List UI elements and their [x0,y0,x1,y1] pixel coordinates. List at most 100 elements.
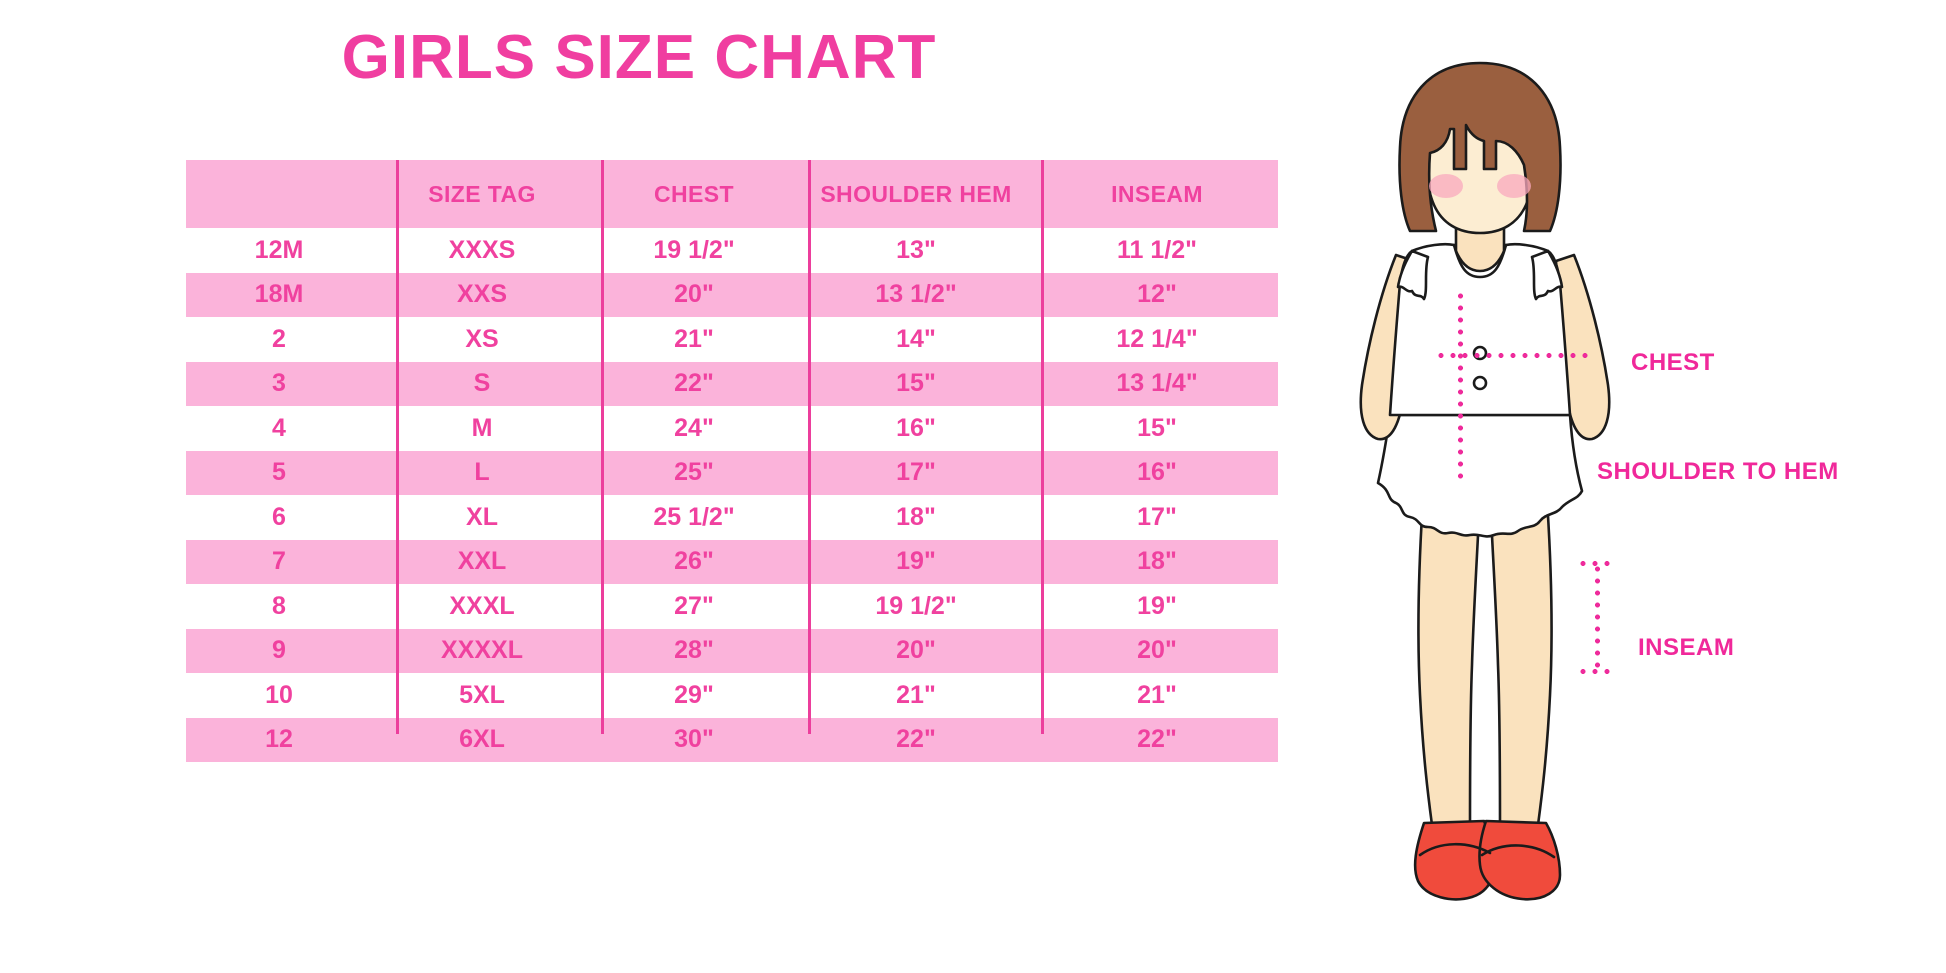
cell-size: 8 [186,584,372,629]
table-header-row: SIZE TAG CHEST SHOULDER HEM INSEAM [186,160,1278,228]
cell-chest: 28" [592,628,796,673]
cell-size-tag: 6XL [372,717,592,762]
cell-inseam: 17" [1036,495,1278,540]
cell-chest: 26" [592,539,796,584]
inseam-guide-top-tick [1577,561,1615,566]
cell-chest: 24" [592,406,796,451]
cell-chest: 20" [592,272,796,317]
cell-size-tag: M [372,406,592,451]
cell-chest: 21" [592,317,796,362]
cell-chest: 19 1/2" [592,228,796,273]
cell-size-tag: XXL [372,539,592,584]
page-title: GIRLS SIZE CHART [341,23,937,92]
cell-size: 2 [186,317,372,362]
shoulder-to-hem-measure-label: SHOULDER TO HEM [1597,458,1839,485]
cell-size-tag: XL [372,495,592,540]
cell-inseam: 21" [1036,673,1278,718]
cell-shoulder-hem: 19" [796,539,1036,584]
table-row: 2 XS 21" 14" 12 1/4" [186,317,1278,362]
cell-shoulder-hem: 19 1/2" [796,584,1036,629]
cell-size: 6 [186,495,372,540]
cell-chest: 30" [592,717,796,762]
table-row: 6 XL 25 1/2" 18" 17" [186,495,1278,540]
left-cheek [1429,174,1463,198]
table-header: SIZE TAG CHEST SHOULDER HEM INSEAM [186,160,1278,228]
cell-shoulder-hem: 17" [796,450,1036,495]
cell-inseam: 15" [1036,406,1278,451]
cell-chest: 27" [592,584,796,629]
column-header-chest: CHEST [592,160,796,228]
table-row: 4 M 24" 16" 15" [186,406,1278,451]
right-shoe [1478,819,1562,901]
cell-size-tag: XXXL [372,584,592,629]
cell-shoulder-hem: 20" [796,628,1036,673]
left-strap-ruffle [1396,249,1430,301]
cell-size: 3 [186,361,372,406]
girls-size-table: SIZE TAG CHEST SHOULDER HEM INSEAM 12M X… [186,160,1278,762]
shoulder-to-hem-measure-guide [1458,290,1463,483]
cell-shoulder-hem: 16" [796,406,1036,451]
chest-measure-label: CHEST [1631,349,1715,376]
cell-inseam: 13 1/4" [1036,361,1278,406]
column-divider-4 [1041,160,1044,734]
chest-measure-guide [1435,353,1592,358]
table-body: 12M XXXS 19 1/2" 13" 11 1/2" 18M XXS 20"… [186,228,1278,762]
cell-inseam: 22" [1036,717,1278,762]
cell-size: 18M [186,272,372,317]
right-cheek [1497,174,1531,198]
cell-size: 10 [186,673,372,718]
right-shoe-strap [1480,844,1556,859]
cell-inseam: 16" [1036,450,1278,495]
column-header-size [186,160,372,228]
cell-size: 5 [186,450,372,495]
right-strap-ruffle [1530,249,1564,301]
table-row: 12 6XL 30" 22" 22" [186,717,1278,762]
cell-chest: 25 1/2" [592,495,796,540]
cell-size: 9 [186,628,372,673]
cell-size-tag: L [372,450,592,495]
cell-shoulder-hem: 15" [796,361,1036,406]
cell-size-tag: XXS [372,272,592,317]
cell-shoulder-hem: 21" [796,673,1036,718]
cell-size-tag: XXXXL [372,628,592,673]
cell-inseam: 19" [1036,584,1278,629]
hair [1398,61,1562,233]
column-divider-3 [808,160,811,734]
cell-inseam: 11 1/2" [1036,228,1278,273]
cell-size: 7 [186,539,372,584]
column-divider-2 [601,160,604,734]
cell-size-tag: XXXS [372,228,592,273]
table-row: 10 5XL 29" 21" 21" [186,673,1278,718]
cell-chest: 25" [592,450,796,495]
cell-inseam: 18" [1036,539,1278,584]
table-row: 18M XXS 20" 13 1/2" 12" [186,272,1278,317]
cell-size: 12M [186,228,372,273]
table-row: 5 L 25" 17" 16" [186,450,1278,495]
cell-inseam: 12 1/4" [1036,317,1278,362]
skirt [1376,413,1584,538]
cell-chest: 29" [592,673,796,718]
cell-inseam: 20" [1036,628,1278,673]
cell-chest: 22" [592,361,796,406]
cell-shoulder-hem: 13 1/2" [796,272,1036,317]
left-shoe-strap [1418,842,1492,857]
table-row: 7 XXL 26" 19" 18" [186,539,1278,584]
table-row: 12M XXXS 19 1/2" 13" 11 1/2" [186,228,1278,273]
neckline [1452,243,1508,279]
cell-size-tag: S [372,361,592,406]
column-header-shoulder-hem: SHOULDER HEM [796,160,1036,228]
column-header-size-tag: SIZE TAG [372,160,592,228]
inseam-guide-bottom-tick [1577,669,1615,674]
cell-size: 12 [186,717,372,762]
button-lower [1472,375,1488,391]
cell-shoulder-hem: 18" [796,495,1036,540]
cell-size: 4 [186,406,372,451]
inseam-measure-label: INSEAM [1638,634,1735,661]
cell-shoulder-hem: 14" [796,317,1036,362]
table-row: 9 XXXXL 28" 20" 20" [186,628,1278,673]
cell-shoulder-hem: 13" [796,228,1036,273]
table-row: 8 XXXL 27" 19 1/2" 19" [186,584,1278,629]
column-header-inseam: INSEAM [1036,160,1278,228]
girl-figure-illustration [1320,55,1740,935]
